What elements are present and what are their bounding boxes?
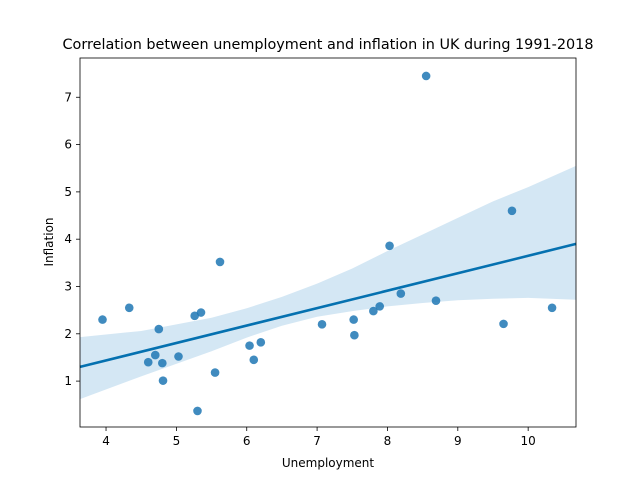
confidence-band-layer — [80, 165, 576, 400]
x-tick-label: 7 — [313, 434, 321, 448]
data-point — [245, 341, 254, 350]
y-tick-label: 3 — [64, 279, 72, 293]
data-point — [193, 406, 202, 416]
data-point — [547, 303, 557, 313]
y-axis-label: Inflation — [42, 217, 56, 266]
data-point — [507, 206, 517, 216]
x-axis-label: Unemployment — [282, 456, 375, 470]
data-point — [385, 241, 394, 251]
confidence-band — [80, 165, 576, 400]
data-point — [158, 358, 167, 368]
data-point — [158, 376, 168, 385]
data-point — [196, 308, 206, 317]
y-tick-label: 6 — [64, 138, 72, 152]
y-tick-label: 1 — [64, 374, 72, 388]
regression-line-layer — [79, 242, 577, 369]
plot-frame — [79, 57, 577, 428]
data-point — [369, 306, 378, 316]
data-point — [421, 71, 431, 81]
y-tick-label: 7 — [64, 90, 72, 104]
data-point — [256, 338, 266, 347]
data-point — [150, 350, 160, 360]
y-tick-label: 4 — [64, 232, 72, 246]
data-point — [249, 355, 259, 365]
regression-line — [79, 242, 577, 369]
x-tick-label: 10 — [521, 434, 536, 448]
chart-title: Correlation between unemployment and inf… — [63, 37, 594, 53]
data-point — [124, 303, 134, 313]
data-point — [174, 352, 183, 361]
x-tick-label: 8 — [384, 434, 392, 448]
data-point — [190, 311, 199, 321]
data-point — [215, 257, 225, 267]
y-tick-label: 5 — [64, 185, 72, 199]
x-tick-label: 4 — [102, 434, 110, 448]
data-point — [154, 324, 164, 334]
data-point — [396, 289, 406, 298]
data-point — [350, 330, 359, 340]
data-point — [349, 315, 358, 324]
data-point — [499, 319, 508, 329]
x-tick-label: 5 — [173, 434, 181, 448]
data-point — [143, 357, 153, 367]
data-point — [431, 296, 441, 305]
y-tick-label: 2 — [64, 327, 72, 341]
y-axis-ticks: 1 2 3 4 5 6 7 — [64, 90, 80, 388]
data-points-layer — [98, 71, 557, 416]
data-point — [210, 368, 220, 377]
data-point — [98, 315, 107, 324]
data-point — [317, 320, 327, 329]
x-tick-label: 6 — [243, 434, 251, 448]
x-axis-ticks: 4 5 6 7 8 9 10 — [102, 427, 536, 448]
data-point — [375, 302, 385, 311]
x-tick-label: 9 — [454, 434, 462, 448]
